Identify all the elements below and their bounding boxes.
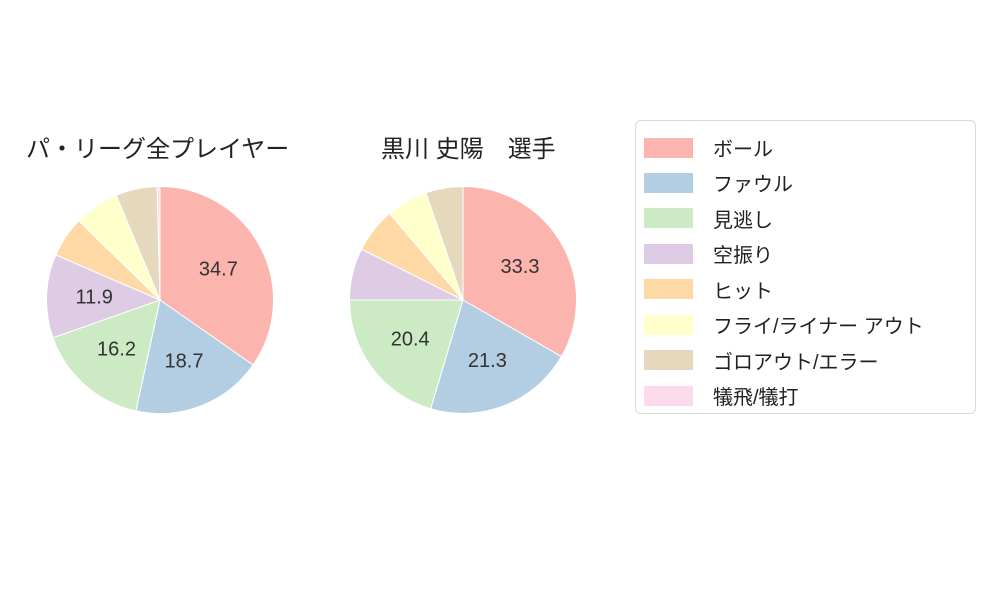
svg-text:34.7: 34.7: [199, 259, 238, 281]
svg-text:16.2: 16.2: [97, 338, 136, 360]
svg-text:11.9: 11.9: [75, 287, 112, 309]
svg-text:20.4: 20.4: [391, 328, 430, 350]
svg-text:21.3: 21.3: [468, 350, 507, 372]
svg-text:33.3: 33.3: [501, 256, 540, 278]
svg-text:18.7: 18.7: [165, 350, 204, 372]
